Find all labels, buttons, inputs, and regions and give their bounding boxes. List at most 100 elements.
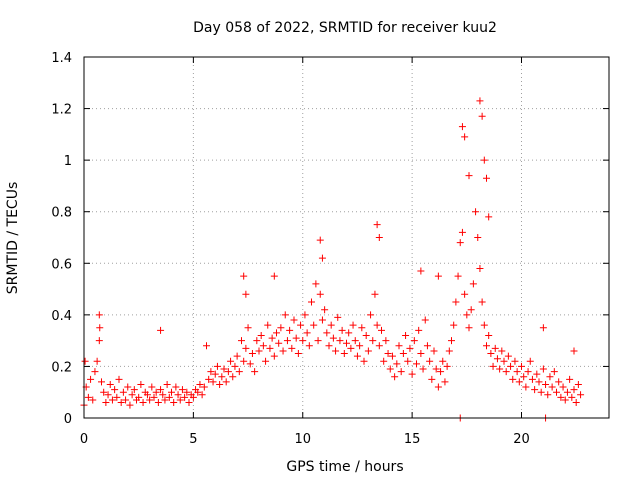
data-point — [360, 357, 368, 365]
data-point — [559, 383, 567, 391]
data-point — [229, 373, 237, 381]
data-point — [373, 321, 381, 329]
data-point — [279, 347, 287, 355]
data-point — [325, 342, 333, 350]
data-point — [430, 347, 438, 355]
data-point — [157, 386, 165, 394]
y-tick-label: 1.2 — [51, 103, 72, 118]
data-point — [146, 396, 154, 404]
data-point — [150, 393, 158, 401]
data-point — [170, 399, 178, 407]
data-point — [406, 344, 414, 352]
data-point — [220, 365, 228, 373]
data-point — [570, 386, 578, 394]
data-point — [211, 370, 219, 378]
data-point — [476, 264, 484, 272]
data-point — [277, 324, 285, 332]
data-point — [95, 337, 103, 345]
data-point — [227, 357, 235, 365]
data-point — [439, 357, 447, 365]
data-point — [87, 375, 95, 383]
data-point — [533, 370, 541, 378]
data-point — [437, 368, 445, 376]
data-point — [207, 368, 215, 376]
data-point — [428, 375, 436, 383]
data-point — [135, 393, 143, 401]
data-point — [476, 97, 484, 105]
data-point — [316, 236, 324, 244]
data-point — [364, 347, 372, 355]
data-point — [174, 391, 182, 399]
data-point — [253, 337, 261, 345]
data-point — [334, 313, 342, 321]
y-tick-label: 0 — [64, 412, 72, 427]
grid-lines — [84, 57, 609, 418]
data-point — [417, 267, 425, 275]
data-point — [502, 368, 510, 376]
data-point — [143, 391, 151, 399]
data-point — [126, 401, 134, 409]
data-point — [544, 391, 552, 399]
data-point — [128, 391, 136, 399]
data-point — [391, 373, 399, 381]
data-point — [113, 393, 121, 401]
data-point — [89, 396, 97, 404]
data-point — [485, 213, 493, 221]
data-point — [183, 388, 191, 396]
data-point — [382, 337, 390, 345]
data-point — [283, 337, 291, 345]
x-axis-label: GPS time / hours — [286, 459, 403, 475]
data-point — [122, 396, 130, 404]
x-tick-label: 10 — [294, 432, 311, 447]
data-point — [371, 290, 379, 298]
data-point — [404, 357, 412, 365]
data-point — [172, 383, 180, 391]
data-point — [507, 362, 515, 370]
data-point — [496, 365, 504, 373]
data-point — [513, 368, 521, 376]
data-point — [397, 368, 405, 376]
data-point — [102, 399, 110, 407]
data-point — [275, 339, 283, 347]
data-point — [148, 383, 156, 391]
x-tick-label: 15 — [404, 432, 421, 447]
data-point — [478, 112, 486, 120]
data-point — [491, 344, 499, 352]
data-point — [95, 311, 103, 319]
axis-ticks — [83, 56, 609, 419]
data-point — [487, 350, 495, 358]
data-point — [100, 388, 108, 396]
x-tick-label: 0 — [80, 432, 88, 447]
data-point — [273, 329, 280, 337]
data-point — [255, 347, 263, 355]
data-point — [248, 350, 256, 358]
data-point — [511, 357, 519, 365]
data-point — [461, 290, 469, 298]
data-point — [467, 306, 475, 314]
data-point — [235, 368, 243, 376]
data-point — [185, 399, 193, 407]
data-point — [119, 388, 127, 396]
data-point — [423, 342, 431, 350]
data-point — [323, 329, 331, 337]
data-point — [561, 396, 569, 404]
y-tick-label: 0.6 — [51, 257, 72, 272]
tick-labels: 0 5 10 15 20 0 0.2 0.4 0.6 0.8 1 1.2 1.4 — [51, 51, 529, 447]
data-point — [410, 337, 418, 345]
data-point — [548, 383, 556, 391]
data-point — [161, 396, 169, 404]
data-point — [154, 399, 162, 407]
data-point — [483, 174, 490, 182]
data-point — [124, 383, 132, 391]
data-point — [408, 370, 416, 378]
data-point — [231, 362, 239, 370]
data-point — [478, 298, 486, 306]
data-point — [81, 357, 89, 365]
data-point — [553, 388, 560, 396]
data-point — [353, 352, 361, 360]
data-point — [504, 352, 512, 360]
data-point — [546, 373, 554, 381]
data-point — [91, 368, 99, 376]
data-point — [566, 375, 574, 383]
data-point — [469, 280, 477, 288]
